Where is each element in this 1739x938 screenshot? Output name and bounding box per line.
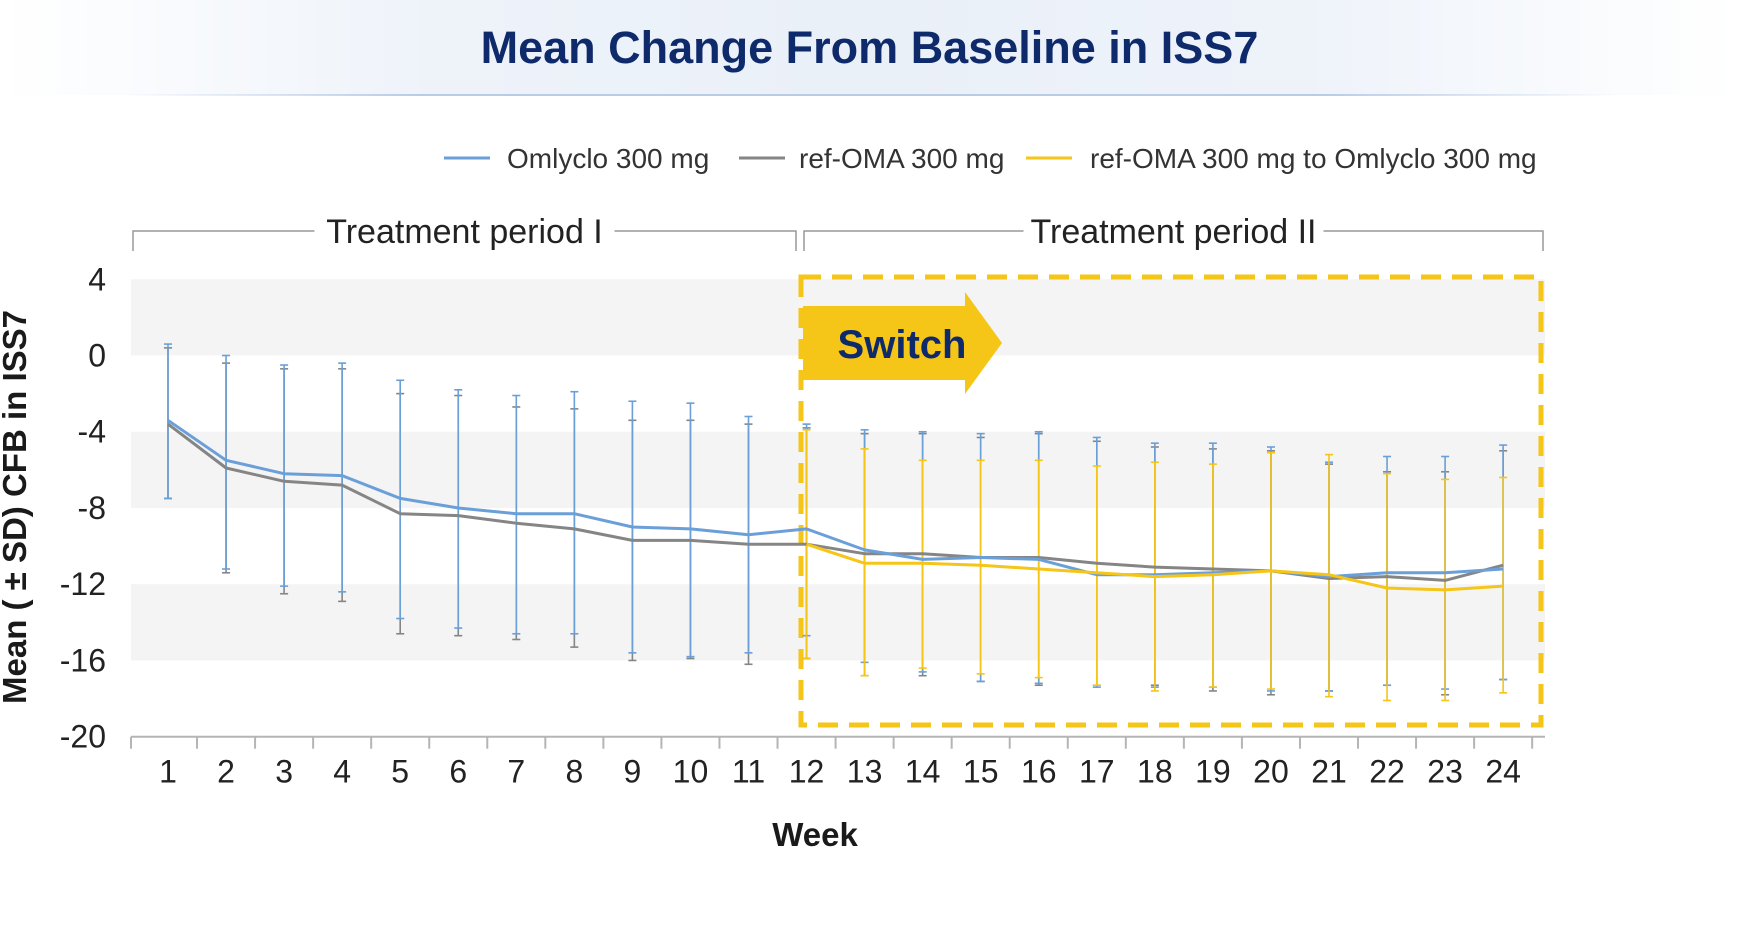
grid-band: [131, 431, 1545, 508]
x-tick-label: 19: [1195, 754, 1231, 790]
bracket-line: [803, 230, 1024, 251]
x-axis-title: Week: [772, 816, 858, 853]
x-tick-label: 23: [1427, 754, 1463, 790]
x-tick-label: 6: [449, 754, 467, 790]
x-tick-label: 12: [789, 754, 825, 790]
x-tick-label: 16: [1021, 754, 1057, 790]
x-tick-label: 11: [732, 754, 765, 790]
x-tick-label: 15: [963, 754, 999, 790]
treatment-periods: Treatment period I Treatment period II: [132, 213, 1544, 251]
y-tick-label: 0: [88, 338, 106, 374]
y-tick-label: 4: [88, 261, 106, 297]
bracket-line: [1323, 230, 1544, 251]
x-tick-label: 8: [565, 754, 583, 790]
x-tick-label: 20: [1253, 754, 1289, 790]
treatment-period-2: Treatment period II: [803, 213, 1544, 251]
y-tick-label: -4: [78, 414, 106, 450]
switch-box: [798, 274, 1544, 728]
switch-annotation: Switch: [798, 274, 1544, 728]
treatment-period-2-label: Treatment period II: [1031, 213, 1317, 251]
bracket-line: [614, 230, 797, 251]
grid-band: [131, 584, 1545, 661]
axes: [130, 735, 1545, 749]
series-lines: [167, 419, 1504, 592]
x-tick-label: 3: [275, 754, 293, 790]
y-tick-label: -12: [60, 566, 106, 602]
title-banner: [0, 0, 1739, 95]
switch-arrow: [803, 292, 1002, 394]
bracket-line: [132, 230, 315, 251]
background-bands: [131, 279, 1545, 661]
chart-title: Mean Change From Baseline in ISS7: [480, 22, 1259, 73]
x-tick-label: 22: [1369, 754, 1405, 790]
y-axis-title: Mean ( ± SD) CFB in ISS7: [0, 310, 33, 704]
x-tick-label: 2: [217, 754, 235, 790]
x-tick-label: 1: [159, 754, 177, 790]
y-tick-label: -20: [60, 719, 106, 755]
switch-label: Switch: [838, 323, 967, 367]
x-tick-label: 14: [905, 754, 941, 790]
x-tick-label: 5: [391, 754, 409, 790]
x-tick-label: 18: [1137, 754, 1173, 790]
y-tick-label: -16: [60, 642, 106, 678]
x-tick-label: 13: [847, 754, 883, 790]
y-tick-label: -8: [78, 490, 106, 526]
x-tick-label: 24: [1485, 754, 1521, 790]
legend: Omlyclo 300 mg ref-OMA 300 mg ref-OMA 300 …: [444, 143, 1537, 174]
x-tick-label: 7: [507, 754, 525, 790]
axis-labels: 1 2 3 4 5 6 7 8 9 10 11 12 13 14 15 16 17 18 19 20 21 22 23 244…: [0, 261, 1521, 853]
ref-oma-legend-label: ref-OMA 300 mg: [799, 143, 1004, 174]
ref-oma-to-omlyclo-line: [806, 542, 1504, 592]
x-tick-label: 4: [333, 754, 351, 790]
x-tick-label: 10: [673, 754, 709, 790]
title-underline: [120, 94, 1619, 96]
omlyclo-legend-label: Omlyclo 300 mg: [507, 143, 709, 174]
x-tick-label: 21: [1311, 754, 1347, 790]
x-tick-label: 9: [624, 754, 642, 790]
x-tick-label: 17: [1079, 754, 1115, 790]
treatment-period-1: Treatment period I: [132, 213, 797, 251]
treatment-period-1-label: Treatment period I: [326, 213, 603, 251]
ref-oma-to-omlyclo-legend-label: ref-OMA 300 mg to Omlyclo 300 mg: [1090, 143, 1537, 174]
